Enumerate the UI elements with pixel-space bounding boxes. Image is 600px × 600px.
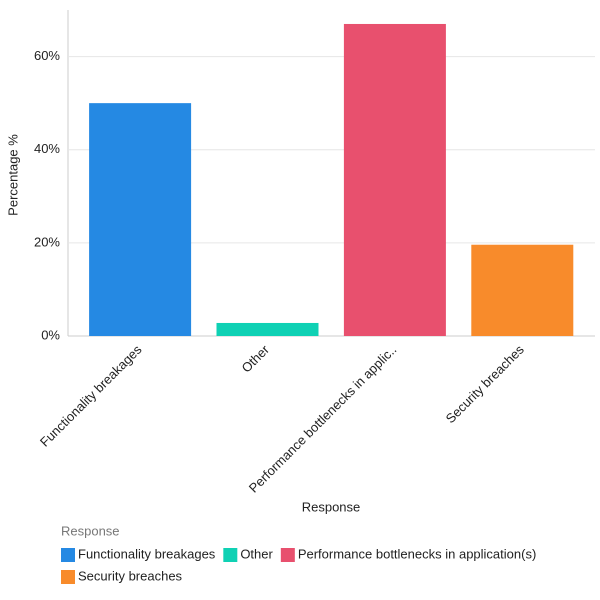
legend-label: Functionality breakages [78,546,216,561]
legend-swatch [223,548,238,562]
y-tick-label: 20% [34,234,60,249]
bar [89,103,192,337]
y-tick-label: 40% [34,141,60,156]
x-axis-title: Response [302,499,361,514]
legend-swatch [61,548,75,562]
legend-swatch [280,548,295,562]
x-tick-label: Performance bottlenecks in applic.. [246,342,400,496]
legend-label: Performance bottlenecks in application(s… [298,546,536,561]
legend-swatch [61,570,75,584]
bar [471,244,574,336]
legend-title: Response [61,523,120,538]
x-tick-label: Other [238,341,272,375]
x-tick-label: Security breaches [443,342,528,427]
bar [216,322,319,336]
y-axis-title: Percentage % [5,134,20,216]
legend-label: Security breaches [78,568,183,583]
y-tick-label: 0% [41,327,60,342]
bar [343,23,446,336]
legend-label: Other [240,546,273,561]
x-tick-label: Functionality breakages [37,342,145,450]
y-tick-label: 60% [34,48,60,63]
